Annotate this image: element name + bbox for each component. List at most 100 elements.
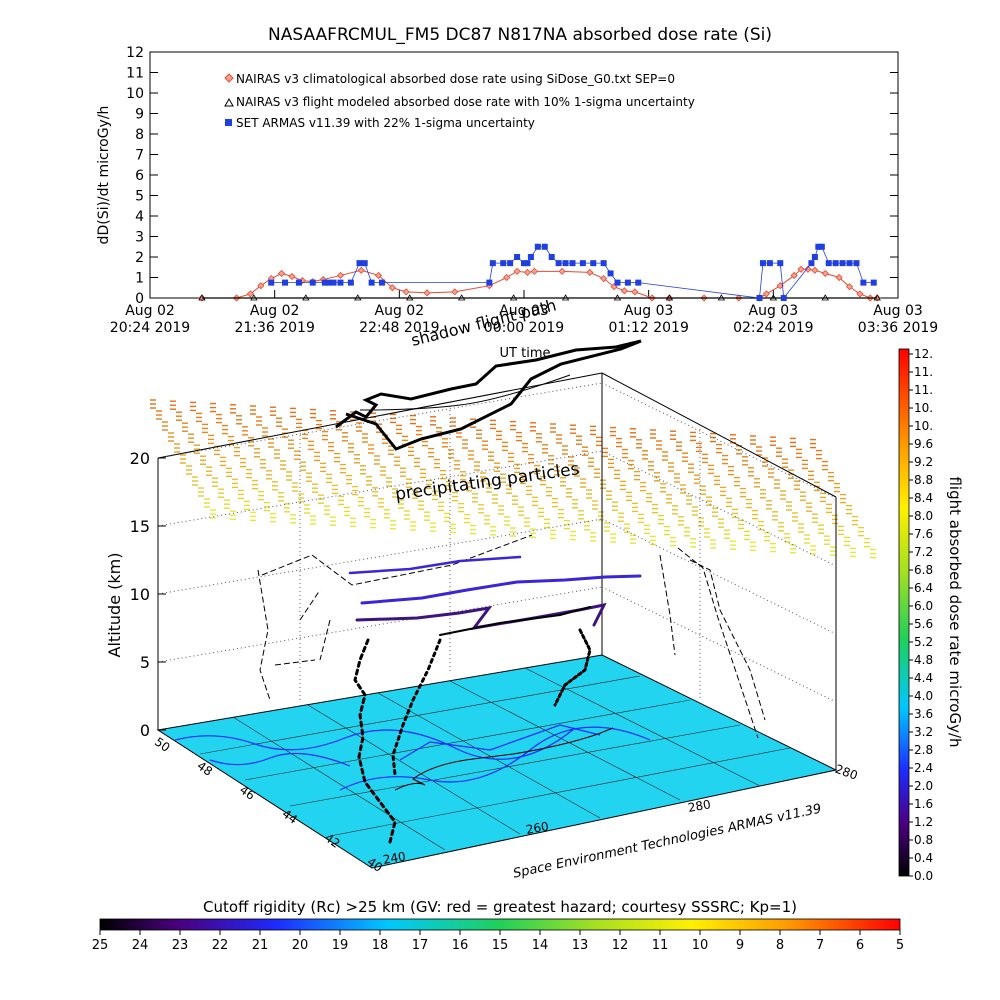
data-point-set-armas — [337, 279, 344, 286]
x-tick-label: 01:12 2019 — [608, 320, 688, 336]
data-point-set-armas — [361, 260, 368, 267]
data-point-set-armas — [295, 279, 302, 286]
data-point-set-armas — [555, 260, 562, 267]
x-tick-label: 20:24 2019 — [110, 320, 190, 336]
data-point-nairas-climatological — [298, 277, 306, 285]
data-point-nairas-climatological — [513, 267, 521, 275]
ground-map — [156, 654, 838, 869]
rc-tick-label: 17 — [412, 938, 429, 953]
y-tick-label: 11 — [126, 66, 144, 82]
data-point-nairas-climatological — [790, 271, 798, 280]
dose-tick-label: 5.6 — [914, 617, 933, 631]
rc-tick-label: 9 — [736, 938, 744, 953]
rc-tick-label: 19 — [332, 938, 349, 953]
x-tick-label: Aug 02 — [375, 303, 425, 319]
data-point-set-armas — [870, 279, 877, 286]
data-point-set-armas — [379, 279, 386, 286]
wall-gridline — [157, 518, 603, 595]
data-point-nairas-climatological — [198, 294, 206, 302]
ground-gridline — [307, 704, 521, 835]
dose-tick-label: 8.8 — [914, 473, 933, 487]
data-point-set-armas — [853, 260, 860, 267]
x-tick-label: Aug 03 — [624, 303, 674, 319]
rc-tick-label: 24 — [132, 938, 149, 953]
data-point-set-armas — [534, 243, 541, 250]
data-point-set-armas — [569, 260, 576, 267]
dose-tick-label: 4.4 — [914, 671, 933, 685]
rc-tick-label: 7 — [816, 938, 824, 953]
y-tick-label: 7 — [135, 148, 144, 164]
legend-item-nairas-flight-modeled: NAIRAS v3 flight modeled absorbed dose r… — [224, 95, 695, 109]
data-point-nairas-climatological — [586, 268, 594, 276]
lon-tick-label: 280 — [687, 797, 712, 815]
data-point-nairas-climatological — [558, 267, 566, 275]
data-point-nairas-climatological — [336, 271, 345, 280]
lon-tick-label: 280 — [833, 762, 859, 783]
data-point-nairas-flight-modeled — [509, 294, 518, 301]
dose-rate-chart: NASAAFRCMUL_FM5 DC87 N817NA absorbed dos… — [96, 25, 938, 361]
ground-flight-path — [394, 727, 614, 791]
x-tick-label: Aug 02 — [250, 303, 300, 319]
data-point-set-armas — [839, 260, 846, 267]
series-line-nairas-climatological — [201, 268, 878, 299]
data-point-set-armas — [811, 254, 818, 260]
flight-track-climb — [391, 638, 442, 777]
data-point-nairas-flight-modeled — [354, 294, 362, 301]
dose-tick-label: 6.8 — [914, 563, 933, 577]
x-tick-label: 02:24 2019 — [733, 320, 813, 336]
rigidity-colorbar: Cutoff rigidity (Rc) >25 km (GV: red = g… — [92, 898, 904, 953]
data-point-set-armas — [356, 260, 363, 267]
legend: NAIRAS v3 climatological absorbed dose r… — [224, 72, 695, 130]
data-point-nairas-climatological — [762, 290, 770, 298]
data-point-set-armas — [756, 295, 763, 301]
data-point-nairas-flight-modeled — [457, 294, 466, 301]
data-point-nairas-flight-modeled — [406, 294, 414, 301]
dose-tick-label: 8.4 — [914, 491, 933, 505]
precipitating-particles-field — [150, 399, 876, 559]
data-point-set-armas — [507, 260, 514, 267]
dose-tick-label: 0.0 — [914, 869, 933, 883]
y-tick-label: 6 — [135, 168, 144, 184]
data-point-set-armas — [846, 260, 853, 267]
lon-tick-label: 240 — [382, 849, 407, 867]
rc-tick-label: 20 — [292, 938, 309, 953]
legend-marker-triangle — [224, 97, 234, 107]
legend-label: SET ARMAS v11.39 with 22% 1-sigma uncert… — [236, 116, 535, 130]
data-point-set-armas — [607, 270, 614, 277]
data-point-set-armas — [808, 260, 815, 267]
flight-track-descent — [353, 638, 397, 844]
rc-tick-label: 14 — [532, 938, 549, 953]
y-tick-label: 5 — [135, 189, 144, 205]
data-point-set-armas — [766, 260, 773, 267]
data-point-set-armas — [777, 260, 784, 267]
dose-colorbar-label: flight absorbed dose rate microGy/h — [946, 476, 964, 747]
flight-track-low — [439, 606, 591, 636]
lon-tick-label: 260 — [525, 819, 550, 837]
rc-tick-label: 11 — [652, 938, 669, 953]
rigidity-colorbar-gradient — [99, 918, 901, 931]
box-edge — [157, 372, 603, 459]
data-point-nairas-flight-modeled — [198, 294, 206, 301]
x-tick-label: 21:36 2019 — [234, 320, 314, 336]
rigidity-colorbar-ticks: 25 24 23 22 21 20 19 18 17 16 15 14 13 12 11 10 9 8 7 6 5 — [92, 930, 904, 953]
dose-tick-label: 2.0 — [914, 779, 933, 793]
ground-gridline — [377, 692, 601, 819]
data-point-nairas-climatological — [811, 266, 819, 274]
data-point-set-armas — [309, 279, 316, 286]
flight-track-climb-right — [553, 628, 592, 707]
data-point-set-armas — [500, 260, 507, 267]
data-point-nairas-climatological — [631, 288, 639, 296]
dose-tick-label: 7.2 — [914, 545, 933, 559]
dose-tick-label: 0.8 — [914, 833, 933, 847]
dose-tick-label: 12. — [914, 347, 933, 361]
data-point-nairas-climatological — [374, 271, 383, 280]
data-point-set-armas — [347, 279, 354, 286]
dose-tick-label: 10. — [914, 401, 933, 415]
data-point-nairas-climatological — [388, 284, 396, 292]
data-point-set-armas — [590, 260, 597, 267]
y-tick-label: 1 — [135, 271, 144, 287]
rc-tick-label: 15 — [492, 938, 509, 953]
data-point-nairas-flight-modeled — [302, 294, 310, 301]
